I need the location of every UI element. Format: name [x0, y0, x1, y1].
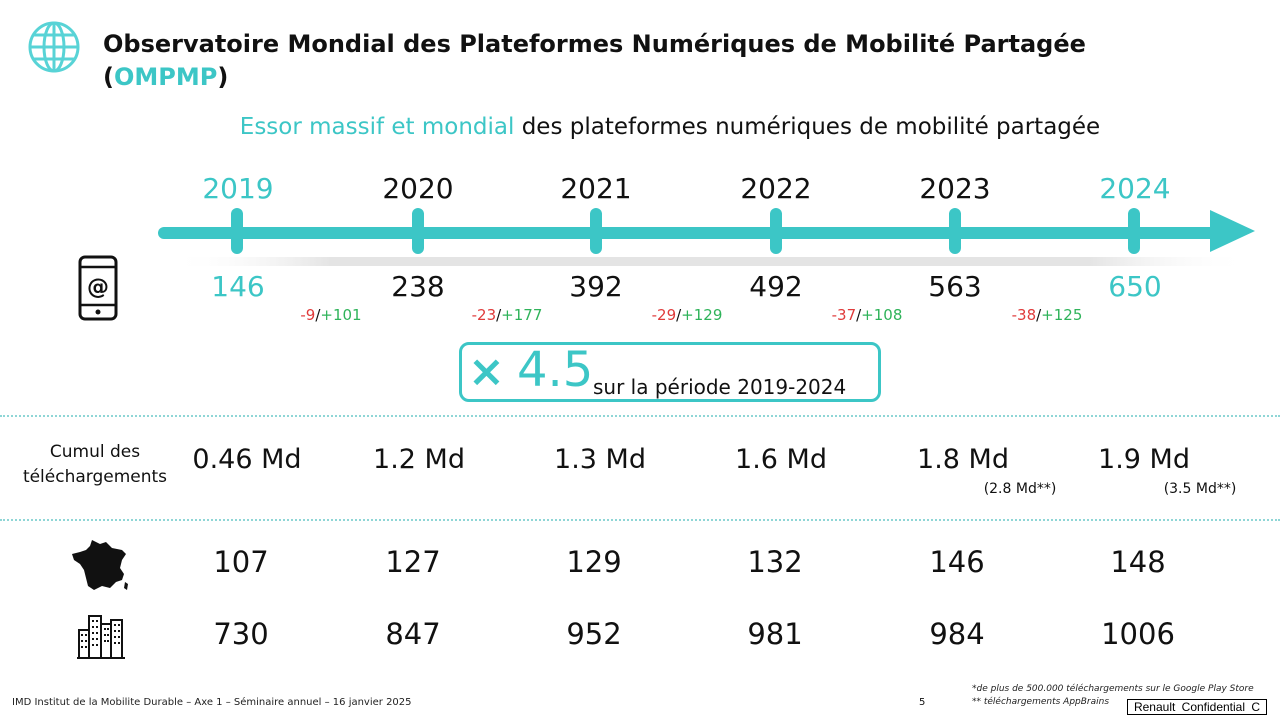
- downloads-label: Cumul des téléchargements: [10, 440, 180, 490]
- platform-count-2020: 238: [391, 270, 445, 303]
- cities-2021: 952: [566, 617, 622, 651]
- downloads-2022: 1.6 Md: [735, 444, 827, 475]
- multiply-icon: ×: [468, 346, 505, 397]
- downloads-2023-appbrains: (2.8 Md**): [983, 481, 1057, 497]
- globe-icon: [28, 21, 80, 73]
- year-2019: 2019: [202, 172, 274, 205]
- downloads-2023: 1.8 Md: [917, 444, 1009, 475]
- confidential-label: Renault Confidential C: [1127, 699, 1267, 715]
- delta-plus: +129: [681, 306, 723, 324]
- cities-2023: 984: [929, 617, 985, 651]
- title-open-paren: (: [103, 63, 114, 91]
- smartphone-at-icon: @: [78, 255, 118, 321]
- delta-2021-2022: -29/+129: [637, 306, 737, 324]
- france-2021: 129: [566, 545, 622, 579]
- delta-minus: -9: [300, 306, 316, 324]
- delta-slash: /: [676, 306, 682, 324]
- delta-minus: -29: [651, 306, 677, 324]
- france-map-icon: [72, 540, 128, 590]
- delta-slash: /: [1036, 306, 1042, 324]
- platform-count-2022: 492: [749, 270, 803, 303]
- year-2022: 2022: [740, 172, 812, 205]
- timeline-arrow: [158, 208, 1255, 266]
- multiplier-value: 4.5: [517, 342, 594, 398]
- delta-2020-2021: -23/+177: [457, 306, 557, 324]
- delta-2023-2024: -38/+125: [997, 306, 1097, 324]
- delta-2022-2023: -37/+108: [817, 306, 917, 324]
- subtitle-rest: des plateformes numériques de mobilité p…: [514, 114, 1101, 140]
- delta-plus: +125: [1041, 306, 1083, 324]
- footnote-2: ** téléchargements AppBrains: [972, 697, 1110, 707]
- delta-plus: +177: [501, 306, 543, 324]
- platform-count-2021: 392: [569, 270, 623, 303]
- france-2023: 146: [929, 545, 985, 579]
- platform-count-2023: 563: [928, 270, 982, 303]
- delta-slash: /: [496, 306, 502, 324]
- france-2024: 148: [1110, 545, 1166, 579]
- footnote-1: *de plus de 500.000 téléchargements sur …: [972, 684, 1254, 694]
- footer-text: IMD Institut de la Mobilite Durable – Ax…: [12, 697, 412, 708]
- cities-2024: 1006: [1101, 617, 1175, 651]
- year-2020: 2020: [382, 172, 454, 205]
- svg-text:@: @: [87, 275, 109, 300]
- france-2020: 127: [385, 545, 441, 579]
- platform-count-2024: 650: [1108, 270, 1162, 303]
- separator-top: [0, 415, 1280, 417]
- downloads-label-line2: téléchargements: [22, 467, 168, 487]
- cities-2019: 730: [213, 617, 269, 651]
- platform-count-2019: 146: [211, 270, 265, 303]
- delta-minus: -37: [831, 306, 857, 324]
- downloads-2021: 1.3 Md: [554, 444, 646, 475]
- title-close-paren: ): [217, 63, 229, 91]
- year-2021: 2021: [560, 172, 632, 205]
- downloads-2019: 0.46 Md: [192, 444, 302, 475]
- title-acronym: OMPMP: [113, 63, 218, 91]
- year-2024: 2024: [1099, 172, 1171, 205]
- delta-slash: /: [315, 306, 321, 324]
- delta-minus: -23: [471, 306, 497, 324]
- year-2023: 2023: [919, 172, 991, 205]
- page-number: 5: [919, 697, 926, 708]
- title-main: Observatoire Mondial des Plateformes Num…: [103, 30, 1086, 58]
- subtitle: Essor massif et mondial des plateformes …: [0, 114, 1280, 140]
- delta-2019-2020: -9/+101: [281, 306, 381, 324]
- cities-2020: 847: [385, 617, 441, 651]
- delta-minus: -38: [1011, 306, 1037, 324]
- cities-2022: 981: [747, 617, 803, 651]
- downloads-2024-appbrains: (3.5 Md**): [1163, 481, 1237, 497]
- delta-plus: +108: [861, 306, 903, 324]
- delta-plus: +101: [320, 306, 362, 324]
- separator-bottom: [0, 519, 1280, 521]
- downloads-label-line1: Cumul des: [49, 442, 141, 462]
- subtitle-highlight: Essor massif et mondial: [239, 114, 515, 140]
- france-2019: 107: [213, 545, 269, 579]
- page-title: Observatoire Mondial des Plateformes Num…: [103, 28, 1253, 94]
- downloads-2024: 1.9 Md: [1098, 444, 1190, 475]
- downloads-2020: 1.2 Md: [373, 444, 465, 475]
- multiplier-text: sur la période 2019-2024: [593, 375, 847, 399]
- france-2022: 132: [747, 545, 803, 579]
- multiplier-box: [459, 342, 881, 402]
- delta-slash: /: [856, 306, 862, 324]
- city-buildings-icon: [77, 615, 125, 659]
